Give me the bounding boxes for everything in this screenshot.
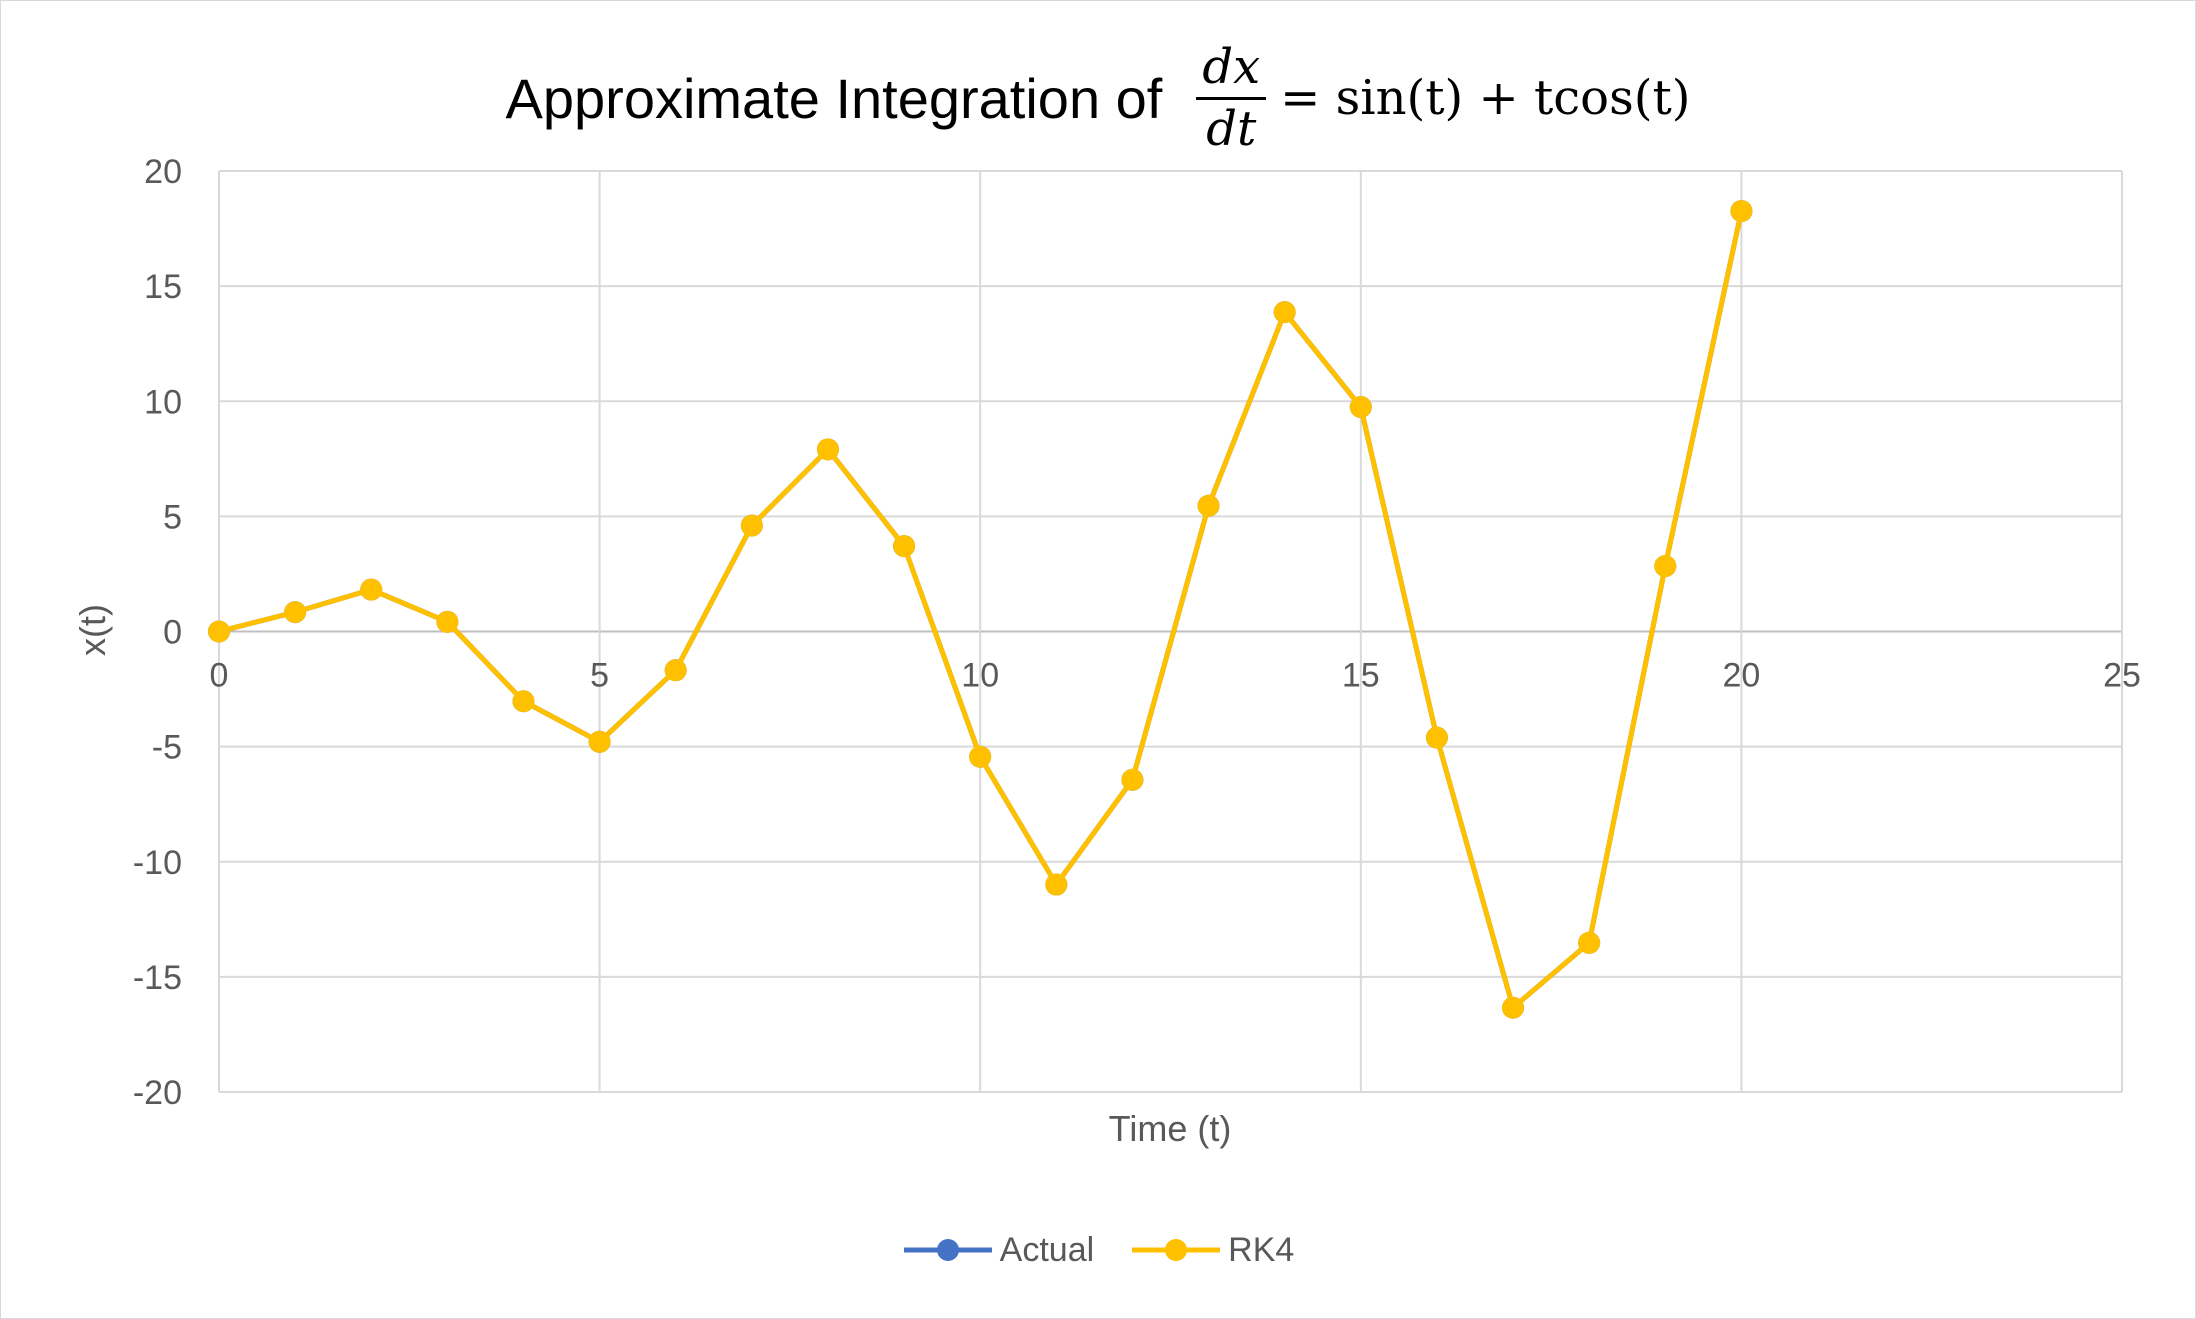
- data-point: [1197, 494, 1220, 517]
- legend-swatch: [1132, 1239, 1221, 1261]
- x-tick-label: 15: [1342, 657, 1380, 695]
- data-point: [740, 514, 763, 537]
- x-axis-title: Time (t): [1109, 1108, 1232, 1149]
- fraction-denominator: dt: [1206, 100, 1257, 157]
- data-point: [284, 601, 307, 624]
- data-point: [208, 620, 230, 643]
- series-rk4: [208, 200, 1753, 1019]
- data-point: [360, 578, 383, 601]
- y-tick-label: -15: [133, 959, 182, 997]
- data-point: [436, 610, 459, 633]
- fraction-numerator: dx: [1196, 42, 1267, 100]
- x-tick-label: 20: [1722, 657, 1760, 695]
- data-point: [664, 659, 687, 682]
- equation-right-side: = sin(t) + tcos(t): [1280, 70, 1691, 126]
- data-point: [1273, 301, 1296, 324]
- data-point: [588, 730, 611, 753]
- data-point: [1654, 555, 1677, 578]
- data-point: [1425, 726, 1448, 749]
- gridlines: [218, 170, 2123, 1093]
- y-tick-label: -5: [152, 729, 182, 767]
- x-tick-label: 10: [961, 657, 999, 695]
- chart-title-text: Approximate Integration of: [505, 66, 1163, 130]
- data-point: [969, 745, 992, 768]
- series-layer: [208, 200, 1753, 1019]
- legend-item-rk4: RK4: [1130, 1230, 1294, 1270]
- x-tick-label: 5: [590, 657, 609, 695]
- data-point: [1045, 873, 1068, 896]
- tick-labels: 20 15 10 5 0 -5 -10 -15 -20 0 5 10 15 20 25: [133, 153, 2141, 1112]
- y-tick-label: 0: [163, 614, 182, 652]
- data-point: [1578, 931, 1601, 954]
- legend-label: Actual: [999, 1230, 1095, 1269]
- legend-item-actual: Actual: [902, 1230, 1095, 1270]
- data-point: [816, 438, 839, 461]
- chart-title-equation: dx dt = sin(t) + tcos(t): [1196, 42, 1690, 154]
- data-point: [512, 690, 535, 713]
- data-point: [1730, 200, 1753, 223]
- chart-title: Approximate Integration of dx dt = sin(t…: [0, 28, 2196, 168]
- y-tick-label: 20: [144, 153, 182, 191]
- y-tick-label: 5: [163, 498, 182, 536]
- y-tick-label: -10: [133, 844, 182, 882]
- legend-swatch: [903, 1239, 992, 1261]
- x-tick-label: 0: [210, 657, 229, 695]
- y-tick-label: -20: [133, 1074, 182, 1112]
- derivative-fraction: dx dt: [1196, 42, 1267, 157]
- data-point: [893, 535, 916, 558]
- legend-label: RK4: [1228, 1230, 1295, 1269]
- y-tick-label: 10: [144, 383, 182, 421]
- data-point: [1502, 996, 1525, 1019]
- x-tick-label: 25: [2103, 657, 2141, 695]
- data-point: [1349, 396, 1372, 419]
- legend: Actual RK4: [0, 1222, 2196, 1278]
- y-axis-title: x(t): [72, 604, 113, 656]
- data-point: [1121, 768, 1144, 791]
- y-tick-label: 15: [144, 268, 182, 306]
